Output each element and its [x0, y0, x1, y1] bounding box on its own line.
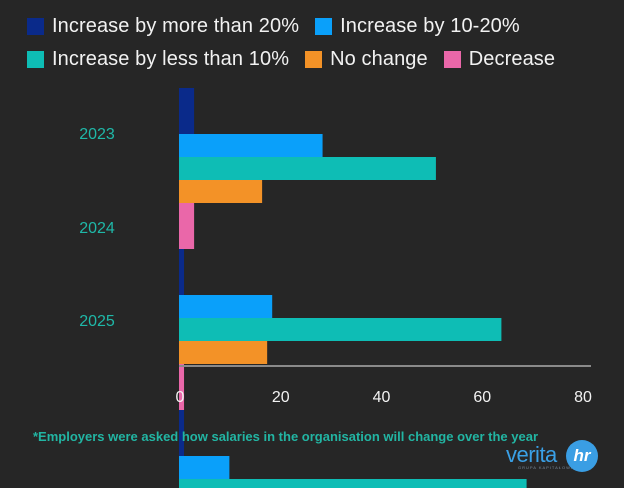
logo-text: verita — [506, 442, 557, 467]
x-tick-label-40: 40 — [373, 389, 391, 406]
legend-swatch — [305, 51, 323, 68]
bar-2023-more-than-20 — [179, 88, 195, 134]
legend-label: Increase by 10-20% — [340, 15, 520, 37]
legend-item-no-change: No change — [305, 48, 428, 71]
legend-label: Decrease — [468, 48, 556, 70]
legend-item-10-20: Increase by 10-20% — [315, 15, 520, 38]
x-tick-label-20: 20 — [272, 389, 290, 406]
bar-2025-less-than-10 — [179, 479, 527, 488]
y-category-label-2025: 2025 — [79, 313, 115, 330]
legend-swatch — [27, 18, 44, 35]
bar-2023-no-change — [179, 180, 263, 203]
x-tick-label-60: 60 — [473, 389, 491, 406]
legend-swatch — [443, 51, 461, 68]
legend: Increase by more than 20% Increase by 10… — [27, 10, 617, 76]
bar-2023-10-20 — [179, 134, 323, 157]
legend-swatch — [27, 51, 44, 68]
legend-row-2: Increase by less than 10% No change Decr… — [27, 43, 617, 76]
bar-2023-decrease — [179, 203, 195, 249]
bar-2024-decrease — [179, 364, 185, 410]
bar-2025-more-than-20 — [179, 410, 185, 456]
legend-swatch — [315, 18, 333, 35]
bar-2023-less-than-10 — [179, 157, 436, 180]
bar-2024-less-than-10 — [179, 318, 502, 341]
y-category-label-2024: 2024 — [79, 220, 115, 237]
logo-badge: hr — [566, 440, 598, 472]
bar-2024-no-change — [179, 341, 268, 364]
verita-hr-logo: verita GRUPA KAPITAŁOWA hr — [506, 440, 606, 474]
x-tick-label-80: 80 — [574, 389, 592, 406]
footnote: *Employers were asked how salaries in th… — [33, 429, 539, 444]
legend-item-more-than-20: Increase by more than 20% — [27, 15, 299, 38]
legend-label: Increase by more than 20% — [52, 15, 300, 37]
legend-item-less-than-10: Increase by less than 10% — [27, 48, 289, 71]
bar-2024-10-20 — [179, 295, 273, 318]
x-tick-label-0: 0 — [176, 389, 185, 406]
y-category-label-2023: 2023 — [79, 126, 115, 143]
logo-subtext: GRUPA KAPITAŁOWA — [518, 465, 575, 470]
bar-2025-10-20 — [179, 456, 230, 479]
legend-label: Increase by less than 10% — [52, 48, 290, 70]
legend-item-decrease: Decrease — [443, 48, 556, 71]
bar-2024-more-than-20 — [179, 249, 185, 295]
legend-label: No change — [330, 48, 428, 70]
legend-row-1: Increase by more than 20% Increase by 10… — [27, 10, 617, 43]
